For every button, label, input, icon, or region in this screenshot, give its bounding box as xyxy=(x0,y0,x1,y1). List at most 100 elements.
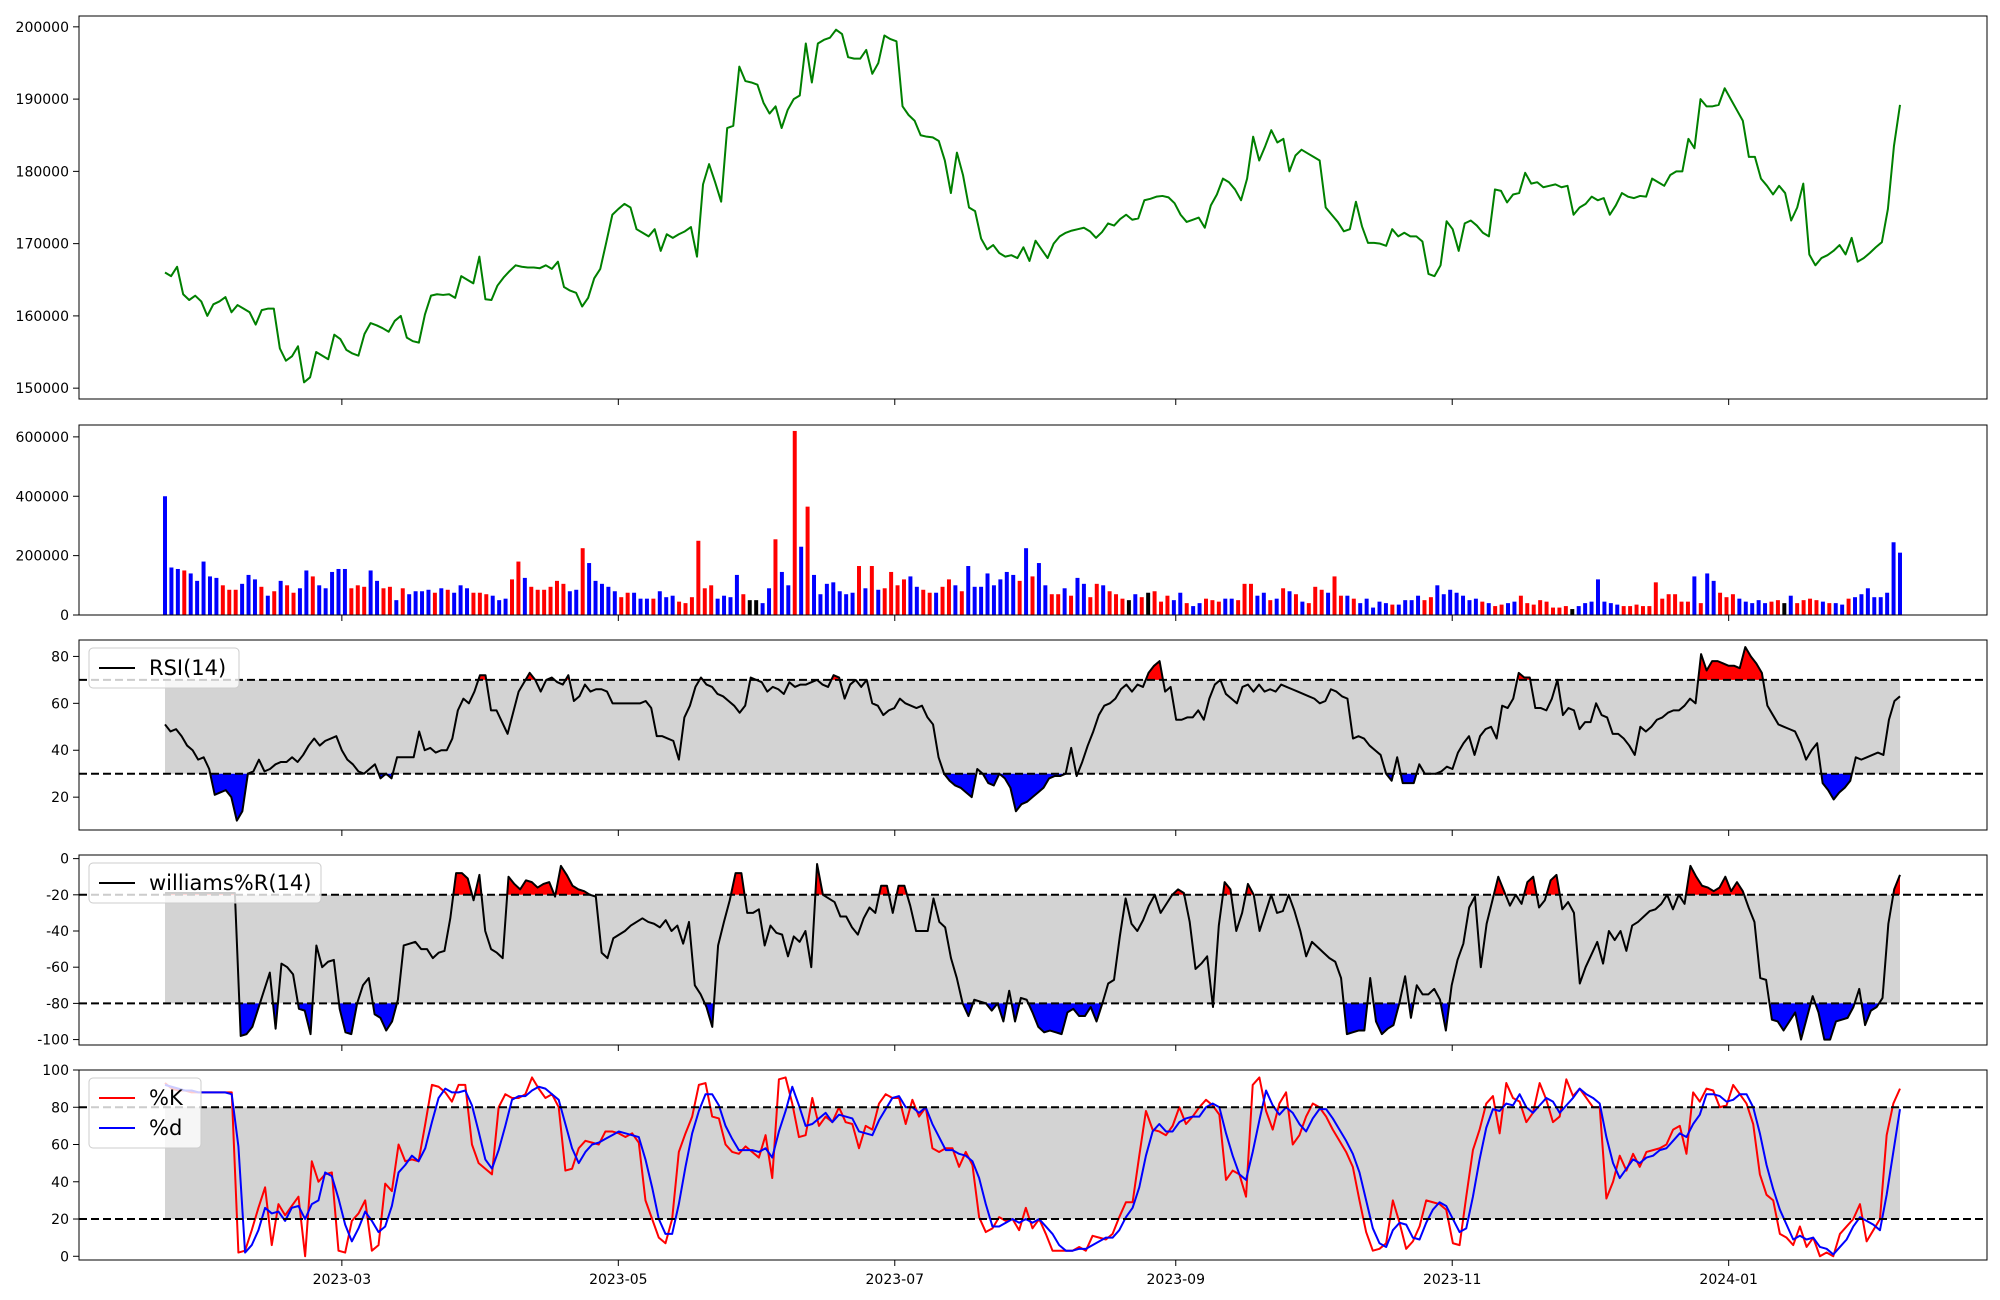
volume-bar xyxy=(1062,588,1067,615)
volume-bar xyxy=(1300,601,1305,615)
stochastic-ytick-label: 40 xyxy=(51,1175,69,1191)
volume-bar xyxy=(1698,603,1703,616)
volume-bar xyxy=(599,583,604,615)
volume-bar xyxy=(1152,591,1157,615)
volume-bar xyxy=(1827,603,1832,616)
williams-overbought-fill xyxy=(1172,889,1185,895)
williams-r-panel: 0 -20 -40 -60 -80 -100 williams%R(14) xyxy=(37,852,1988,1049)
volume-bar xyxy=(432,592,437,615)
price-ytick-label: 200000 xyxy=(16,20,69,36)
volume-bar xyxy=(175,568,180,615)
volume-bar xyxy=(362,586,367,615)
volume-bar xyxy=(323,588,328,615)
volume-bar xyxy=(477,592,482,615)
volume-bar xyxy=(201,561,206,615)
volume-bar xyxy=(1589,601,1594,615)
volume-bar xyxy=(1885,592,1890,615)
volume-bar xyxy=(953,585,958,615)
volume-bar xyxy=(1840,604,1845,615)
volume-ytick-label: 200000 xyxy=(16,549,69,565)
volume-panel: 0 200000 400000 600000 xyxy=(16,424,1988,624)
volume-bar xyxy=(1223,598,1228,615)
volume-bar xyxy=(214,577,219,615)
rsi-ytick-label: 60 xyxy=(51,696,69,712)
volume-bar xyxy=(317,585,322,615)
volume-bar xyxy=(850,592,855,615)
williams-ytick-label: -100 xyxy=(37,1033,69,1049)
volume-bar xyxy=(1390,604,1395,615)
volume-bar xyxy=(297,588,302,615)
stochastic-neutral-band xyxy=(165,1107,1900,1220)
volume-bar xyxy=(285,585,290,615)
williams-ytick-label: -40 xyxy=(46,924,69,940)
volume-bar xyxy=(1351,598,1356,615)
volume-ytick-label: 400000 xyxy=(16,489,69,505)
price-panel: 150000 160000 170000 180000 190000 200000 xyxy=(16,15,1988,400)
volume-bar xyxy=(876,589,881,615)
rsi-ytick-label: 80 xyxy=(51,649,69,665)
volume-bar xyxy=(1165,595,1170,615)
rsi-frame xyxy=(78,639,1988,831)
volume-bar xyxy=(1711,580,1716,615)
williams-oversold-fill xyxy=(1373,1003,1400,1035)
volume-bar xyxy=(1396,604,1401,615)
volume-bar xyxy=(792,430,797,615)
volume-bar xyxy=(972,586,977,615)
rsi-oversold-fill xyxy=(982,773,1000,786)
volume-bar xyxy=(1788,595,1793,615)
rsi-oversold-fill xyxy=(1400,773,1417,784)
volume-bar xyxy=(1467,600,1472,615)
xtick-label: 2023-11 xyxy=(1423,1272,1482,1288)
volume-bar xyxy=(1486,603,1491,616)
volume-bar xyxy=(1859,594,1864,615)
volume-bar xyxy=(1197,603,1202,616)
volume-bar xyxy=(426,589,431,615)
volume-bar xyxy=(490,595,495,615)
volume-bar xyxy=(927,592,932,615)
volume-bar xyxy=(1525,603,1530,616)
volume-bar xyxy=(561,583,566,615)
volume-bar xyxy=(1075,577,1080,615)
volume-bar xyxy=(1428,597,1433,615)
volume-bar xyxy=(670,595,675,615)
volume-bar xyxy=(574,589,579,615)
volume-bar xyxy=(233,589,238,615)
volume-bar xyxy=(342,568,347,615)
volume-bar xyxy=(381,588,386,615)
volume-bar xyxy=(1685,601,1690,615)
rsi-oversold-fill xyxy=(1821,773,1852,800)
volume-bar xyxy=(1660,598,1665,615)
volume-bar xyxy=(1242,583,1247,615)
volume-bar xyxy=(812,574,817,615)
volume-bar xyxy=(1814,600,1819,615)
volume-bar xyxy=(857,566,861,615)
volume-bar xyxy=(1114,594,1119,615)
volume-bar xyxy=(272,591,277,615)
volume-bar xyxy=(471,592,476,615)
volume-bar xyxy=(1409,600,1414,615)
volume-bar xyxy=(1004,571,1009,615)
volume-bar xyxy=(1454,592,1459,615)
volume-bar xyxy=(420,591,425,615)
xtick-label: 2024-01 xyxy=(1699,1272,1758,1288)
volume-bar xyxy=(1775,600,1780,615)
rsi-overbought-fill xyxy=(1698,647,1764,680)
volume-bar xyxy=(1319,589,1324,615)
volume-bar xyxy=(1640,606,1645,615)
volume-bar xyxy=(1750,603,1755,616)
williams-oversold-fill xyxy=(239,1003,260,1036)
volume-bar xyxy=(946,579,951,616)
volume-bar xyxy=(940,586,945,615)
volume-bar xyxy=(632,592,637,615)
stochastic-legend-label: %K xyxy=(149,1086,184,1110)
volume-bar xyxy=(163,496,167,615)
williams-overbought-fill xyxy=(555,865,591,895)
volume-bar xyxy=(1204,598,1208,615)
volume-bar xyxy=(529,586,534,615)
volume-bar xyxy=(246,574,251,615)
volume-bar xyxy=(1171,600,1176,615)
volume-bar xyxy=(407,594,412,615)
volume-bar xyxy=(1518,595,1523,615)
volume-bar xyxy=(1377,601,1382,615)
volume-bar xyxy=(1088,597,1093,615)
